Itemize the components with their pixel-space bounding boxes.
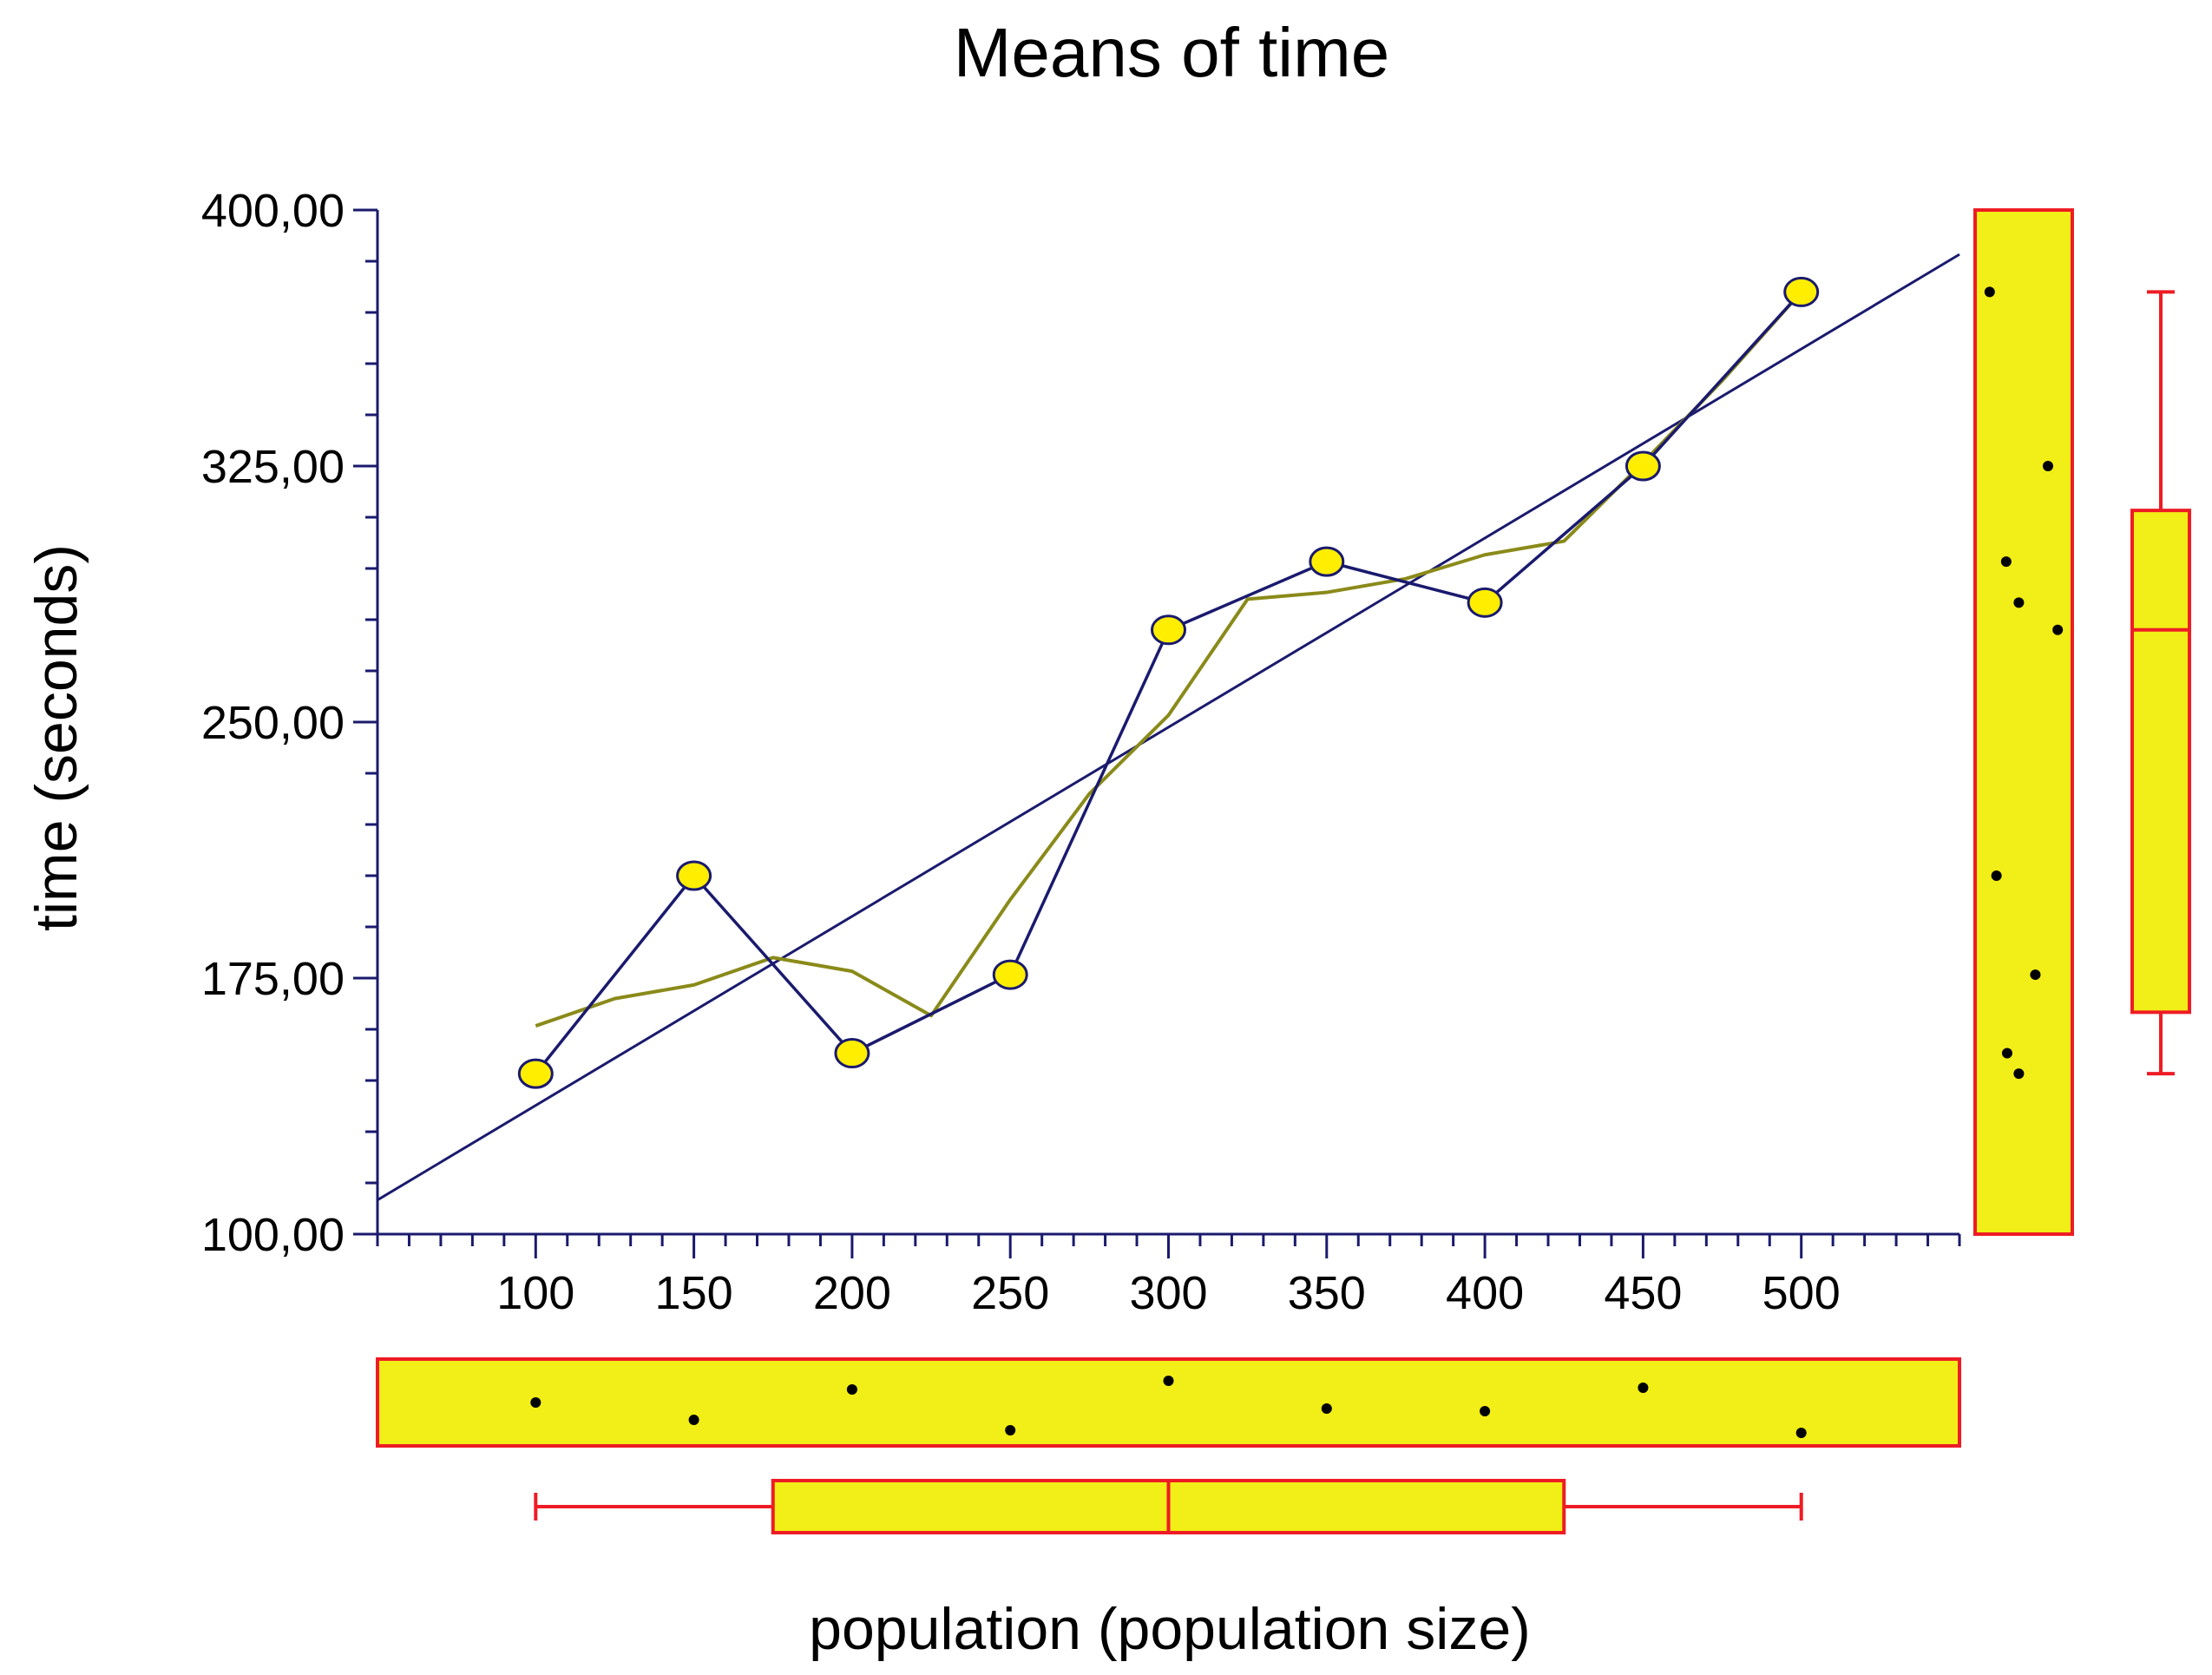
x-tick-label: 300: [1129, 1267, 1207, 1319]
data-point: [1625, 450, 1661, 482]
means-line: [534, 291, 1802, 1075]
data-point: [834, 1038, 870, 1069]
x-strip-point: [846, 1384, 857, 1395]
x-tick-label: 250: [971, 1267, 1049, 1319]
x-strip-point: [1321, 1403, 1332, 1414]
y-tick-label: 250,00: [201, 697, 345, 749]
plot-area: 100,00 175,00 250,00 325,00 400,00 100 150 200 2…: [201, 185, 1961, 1319]
x-strip-point: [1795, 1428, 1807, 1438]
x-strip-point: [1163, 1376, 1174, 1386]
y-box-iqr: [2130, 509, 2191, 1015]
x-tick-label: 100: [496, 1267, 574, 1319]
x-strip-point: [1638, 1383, 1649, 1393]
x-tick-label: 350: [1288, 1267, 1366, 1319]
y-strip-point: [2052, 624, 2064, 635]
y-strip-point: [2000, 556, 2012, 568]
y-boxplot: [2130, 290, 2191, 1076]
y-tick-label: 100,00: [201, 1209, 345, 1261]
x-boxplot: [534, 1479, 1803, 1534]
data-point: [1309, 546, 1345, 577]
x-tick-label: 500: [1762, 1267, 1841, 1319]
y-strip-point: [2001, 1048, 2012, 1059]
x-strip-point: [530, 1397, 542, 1408]
x-tick-label: 400: [1446, 1267, 1524, 1319]
y-tick-label: 325,00: [201, 441, 345, 493]
x-axis-label: population (population size): [809, 1596, 1531, 1662]
data-point: [992, 959, 1028, 990]
x-strip-point: [688, 1415, 699, 1425]
fit-line: [377, 253, 1960, 1201]
x-strip-point: [1480, 1406, 1491, 1416]
x-tick-label: 150: [655, 1267, 733, 1319]
x-strip-point: [1005, 1425, 1016, 1435]
y-strip-point: [2030, 969, 2041, 981]
smoother-line: [535, 291, 1803, 1028]
x-strip-frame: [376, 1357, 1961, 1448]
x-tick-label: 200: [813, 1267, 891, 1319]
y-tick-label: 175,00: [201, 953, 345, 1005]
data-point: [1783, 276, 1820, 307]
y-strip-point: [1991, 870, 2002, 881]
y-strip-plot: [1973, 208, 2074, 1236]
data-point: [1151, 614, 1186, 646]
x-strip-plot: [376, 1357, 1961, 1448]
y-strip-frame: [1973, 208, 2074, 1236]
x-tick-label: 450: [1604, 1267, 1682, 1319]
data-point: [1467, 587, 1503, 618]
y-strip-point: [1984, 286, 1995, 298]
data-point: [517, 1058, 554, 1089]
y-tick-label: 400,00: [201, 185, 345, 237]
y-strip-point: [2013, 1068, 2025, 1080]
chart-title: Means of time: [954, 14, 1389, 91]
data-point: [676, 860, 712, 891]
y-strip-point: [2043, 461, 2053, 471]
y-axis-label: time (seconds): [23, 544, 89, 931]
y-strip-point: [2013, 597, 2025, 608]
